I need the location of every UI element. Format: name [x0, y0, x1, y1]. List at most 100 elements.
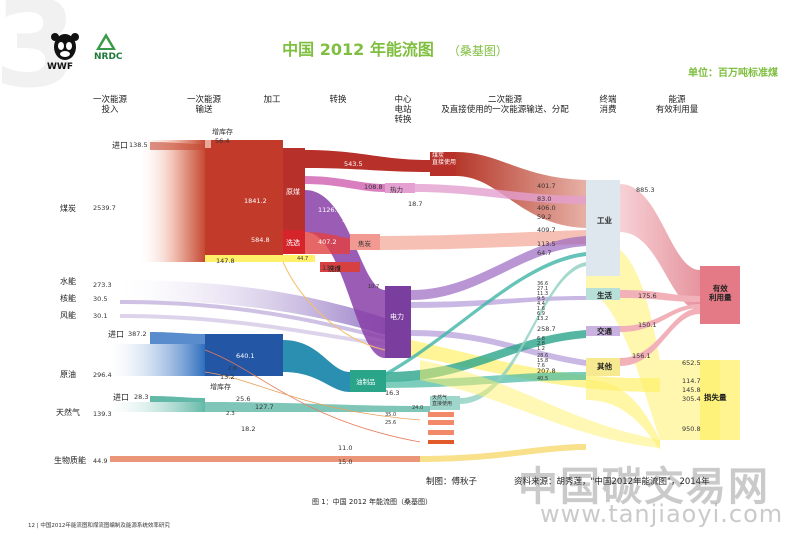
- num-res-s1: 36.6: [537, 281, 549, 287]
- unit-label: 单位：百万吨标准煤: [688, 68, 778, 79]
- node-heat: [385, 183, 415, 193]
- num-loss3: 145.8: [682, 386, 701, 394]
- num-tiny-b: 35.0: [385, 412, 397, 418]
- node-effective: [700, 266, 740, 324]
- num-gas: 139.3: [93, 410, 112, 418]
- flow-loss-yellow-2: [586, 380, 660, 450]
- col-header-primary-transport: 一次能源 输送: [186, 95, 221, 115]
- node-yellow-bypass: [205, 255, 315, 262]
- flow-coal-direct-out: [456, 152, 586, 228]
- num-eff-ind: 885.3: [636, 186, 655, 194]
- title-sub: （桑基图）: [447, 44, 508, 58]
- num-wind: 30.1: [93, 312, 108, 320]
- num-loss2: 114.7: [682, 377, 701, 385]
- num-tr1: 258.7: [537, 325, 556, 333]
- label-effective: 有效 利用量: [709, 284, 732, 302]
- label-transport: 交通: [597, 327, 612, 336]
- num-stock-coal: 56.4: [215, 137, 230, 145]
- num-ind2: 83.0: [537, 195, 552, 203]
- num-yellow-bypass: 147.8: [216, 257, 235, 265]
- node-small-3: [428, 430, 454, 435]
- num-washing: 584.8: [251, 236, 270, 244]
- num-ind3: 406.0: [537, 204, 556, 212]
- wwf-logo-text: WWF: [47, 62, 74, 72]
- nrdc-logo: NRDC: [88, 32, 136, 74]
- flow-oil-to-industry: [386, 252, 586, 376]
- label-oil: 原油: [60, 370, 76, 379]
- num-ind5: 409.7: [537, 226, 556, 234]
- wwf-logo: WWF: [47, 30, 83, 74]
- num-heat-in: 108.8: [364, 183, 383, 191]
- label-gas: 天然气: [56, 408, 80, 417]
- num-loss5: 950.8: [682, 425, 701, 433]
- flow-coal-input: [140, 140, 205, 262]
- flow-heat-in: [305, 176, 385, 192]
- node-washed-coal: [320, 262, 360, 272]
- num-v18-2: 18.2: [241, 425, 256, 433]
- thin-line-2: [204, 371, 421, 421]
- node-small-1: [428, 412, 454, 417]
- num-res-s6: 1.6: [537, 306, 545, 312]
- num-res-s3: 11.3: [537, 291, 549, 297]
- num-v24: 24.0: [412, 405, 424, 411]
- node-industry: [586, 180, 620, 276]
- num-v35: 35.2: [342, 216, 357, 224]
- label-washed-coal: 洗煤: [328, 265, 341, 273]
- node-coal-direct: [430, 152, 456, 176]
- col-header-processing: 加工: [263, 95, 281, 105]
- page-footer: 12 | 中国2012年能流图和煤流图编制及能源系统效率研究: [28, 523, 170, 529]
- num-res-s2: 27.1: [537, 286, 549, 292]
- num-res2: 64.7: [537, 249, 552, 257]
- num-oil-import: 387.2: [128, 330, 147, 338]
- num-eff-res: 175.6: [638, 292, 657, 300]
- num-power-in: 1126.2: [318, 206, 341, 214]
- flow-loss-yellow-3: [420, 360, 660, 448]
- num-oth-s3: 7.6: [537, 363, 545, 369]
- num-eff-tr: 150.1: [638, 321, 657, 329]
- label-stock-change-oil: 增库存: [210, 383, 231, 391]
- flow-biomass-out: [420, 444, 586, 462]
- watermark-title: 中国碳交易网: [518, 464, 770, 510]
- flow-coal-direct: [305, 150, 430, 172]
- watermark-url: www.tanjiaoyi.com: [540, 500, 784, 528]
- page-title: 中国 2012 年能流图 （桑基图）: [0, 36, 790, 60]
- flow-coal-to-power: [305, 190, 385, 358]
- col-header-conversion: 转换: [329, 95, 347, 105]
- label-oil-products: 油制品: [356, 378, 376, 386]
- num-eff-oth: 156.1: [632, 352, 651, 360]
- num-res-s7: 6.9: [537, 311, 545, 317]
- flow-coke-out: [380, 230, 586, 250]
- label-wind: 风能: [60, 311, 76, 320]
- flow-biomass: [110, 456, 420, 462]
- flow-gas-input: [110, 402, 205, 412]
- nrdc-logo-text: NRDC: [94, 52, 123, 62]
- flow-res-effective: [620, 290, 700, 302]
- num-v25-6: 25.6: [236, 395, 251, 403]
- col-header-secondary: 二次能源 及直接使用的一次能源输送、分配: [441, 95, 569, 115]
- col-header-effective: 能源 有效利用量: [655, 95, 699, 115]
- num-res-s5: 4.4: [537, 301, 545, 307]
- label-gas-import: 进口: [113, 393, 129, 402]
- flow-power-other: [411, 330, 586, 366]
- flow-power-industry: [411, 236, 586, 300]
- num-loss4: 305.4: [682, 395, 701, 403]
- num-tr-s1: 6.8: [537, 336, 545, 342]
- label-coke: 焦炭: [358, 240, 371, 248]
- num-tiny-a: 10.7: [368, 284, 380, 290]
- node-transport: [586, 326, 620, 336]
- num-res-s4: 9.5: [537, 296, 545, 302]
- label-heat: 热力: [390, 186, 403, 194]
- num-coke-in: 407.2: [318, 238, 337, 246]
- num-oth-s2: 15.8: [537, 358, 549, 364]
- flow-gas-main: [205, 402, 430, 412]
- label-raw-coal: 原煤: [286, 188, 300, 196]
- num-v11: 11.0: [338, 444, 353, 452]
- label-coal-import: 进口: [112, 141, 128, 150]
- num-gas-import: 28.3: [134, 393, 149, 401]
- num-hydro: 273.3: [93, 281, 112, 289]
- flow-coal-import: [150, 142, 205, 150]
- num-ind4: 59.2: [537, 213, 552, 221]
- flow-power-loss: [411, 340, 660, 392]
- col-header-primary-input: 一次能源 投入: [92, 95, 127, 115]
